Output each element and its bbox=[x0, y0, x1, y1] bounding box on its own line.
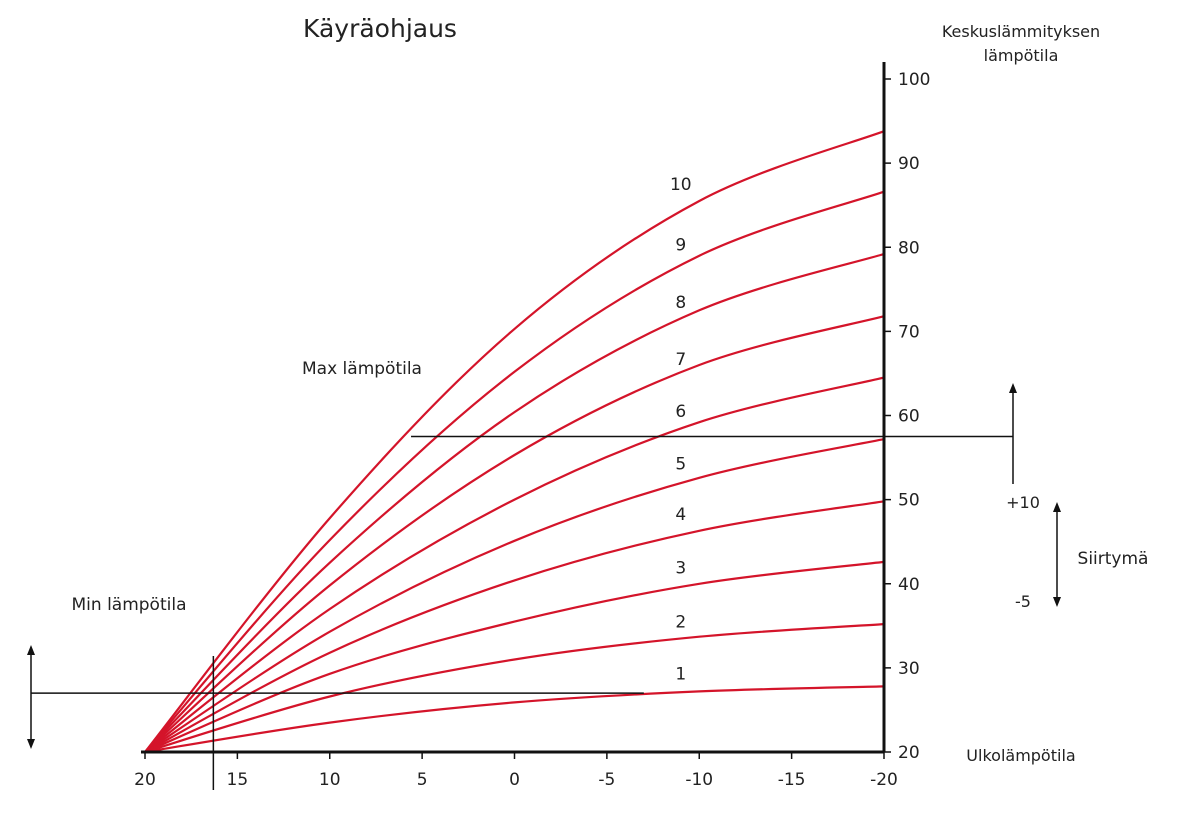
x-axis-label: Ulkolämpötila bbox=[966, 746, 1075, 765]
min-temperature-label: Min lämpötila bbox=[72, 595, 187, 615]
x-ticks-group: 20 15 10 5 0 -5 -10 -15 -20 bbox=[134, 752, 898, 790]
curve-label-9: 9 bbox=[675, 236, 686, 256]
curve-8 bbox=[144, 252, 885, 753]
x-tick-label: -5 bbox=[598, 770, 615, 790]
min-temperature-arrow bbox=[27, 645, 35, 749]
x-tick-label: -20 bbox=[870, 770, 898, 790]
y-tick-label: 50 bbox=[898, 491, 920, 511]
curve-label-5: 5 bbox=[675, 454, 686, 474]
curve-label-8: 8 bbox=[675, 293, 686, 313]
y-axis-label-line2: lämpötila bbox=[984, 46, 1059, 65]
x-tick-label: -15 bbox=[778, 770, 806, 790]
curve-label-1: 1 bbox=[675, 665, 686, 685]
curve-2 bbox=[144, 623, 885, 754]
curve-1 bbox=[144, 685, 885, 754]
curve-label-2: 2 bbox=[675, 612, 686, 632]
x-tick-label: 10 bbox=[319, 770, 341, 790]
curves-group bbox=[144, 130, 885, 754]
y-tick-label: 40 bbox=[898, 575, 920, 595]
curve-7 bbox=[144, 315, 885, 753]
y-tick-label: 90 bbox=[898, 154, 920, 174]
x-tick-label: -10 bbox=[685, 770, 713, 790]
curve-label-3: 3 bbox=[675, 559, 686, 579]
curve-label-10: 10 bbox=[670, 175, 692, 195]
max-temperature-label: Max lämpötila bbox=[302, 359, 422, 379]
y-tick-label: 100 bbox=[898, 70, 930, 90]
curve-6 bbox=[144, 376, 885, 753]
shift-up-arrow bbox=[1009, 383, 1017, 484]
y-tick-label: 80 bbox=[898, 238, 920, 258]
y-tick-label: 30 bbox=[898, 659, 920, 679]
curve-9 bbox=[144, 190, 885, 753]
y-tick-label: 20 bbox=[898, 743, 920, 763]
curve-label-7: 7 bbox=[675, 350, 686, 370]
curve-3 bbox=[144, 560, 885, 754]
x-tick-label: 0 bbox=[509, 770, 520, 790]
y-tick-label: 60 bbox=[898, 407, 920, 427]
y-tick-label: 70 bbox=[898, 322, 920, 342]
chart-title: Käyräohjaus bbox=[303, 14, 457, 43]
x-tick-label: 15 bbox=[227, 770, 249, 790]
shift-plus-label: +10 bbox=[1006, 493, 1040, 512]
curve-labels-group: 1 2 3 4 5 6 7 8 9 10 bbox=[670, 175, 692, 685]
y-axis-label-line1: Keskuslämmityksen bbox=[942, 22, 1100, 41]
y-ticks-group: 20 30 40 50 60 70 80 90 100 bbox=[884, 70, 930, 763]
curve-4 bbox=[144, 500, 885, 753]
curve-5 bbox=[144, 438, 885, 753]
shift-range-arrow bbox=[1053, 502, 1061, 607]
shift-minus-label: -5 bbox=[1015, 592, 1031, 611]
x-tick-label: 5 bbox=[417, 770, 428, 790]
x-tick-label: 20 bbox=[134, 770, 156, 790]
curve-label-4: 4 bbox=[675, 505, 686, 525]
curve-10 bbox=[144, 130, 885, 753]
curve-label-6: 6 bbox=[675, 402, 686, 422]
shift-label: Siirtymä bbox=[1078, 549, 1149, 569]
